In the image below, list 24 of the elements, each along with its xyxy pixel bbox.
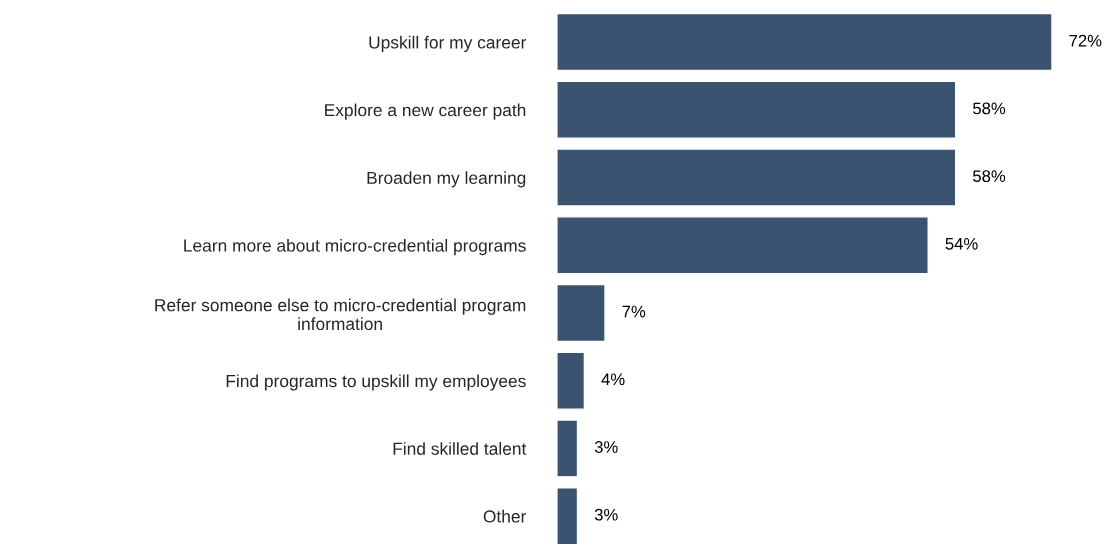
- y-tick-label: Upskill for my career: [369, 35, 527, 52]
- data-label: 72%: [1069, 34, 1102, 47]
- bar: [556, 80, 957, 139]
- bar: [556, 12, 1053, 72]
- y-tick-label: Refer someone else to micro-credential program information: [155, 298, 526, 331]
- data-label: 7%: [622, 305, 646, 318]
- bar: [556, 283, 606, 343]
- data-label: 54%: [945, 238, 978, 250]
- data-label: 58%: [973, 170, 1006, 183]
- bar: [556, 351, 586, 410]
- y-tick-label: Learn more about micro-credential programs: [184, 238, 526, 256]
- data-label: 3%: [594, 508, 618, 521]
- y-tick-label: Explore a new career path: [325, 103, 526, 120]
- bar: [556, 216, 929, 275]
- bar: [556, 419, 579, 478]
- data-label: 58%: [973, 102, 1006, 115]
- y-tick-label: Find programs to upskill my employees: [226, 374, 526, 391]
- data-label: 3%: [594, 441, 618, 453]
- y-tick-label: Find skilled talent: [393, 442, 527, 455]
- y-tick-label: Broaden my learning: [367, 171, 526, 188]
- data-label: 4%: [601, 373, 625, 386]
- bar: [556, 487, 579, 546]
- bar: [556, 148, 957, 207]
- y-tick-label: Other: [483, 509, 527, 523]
